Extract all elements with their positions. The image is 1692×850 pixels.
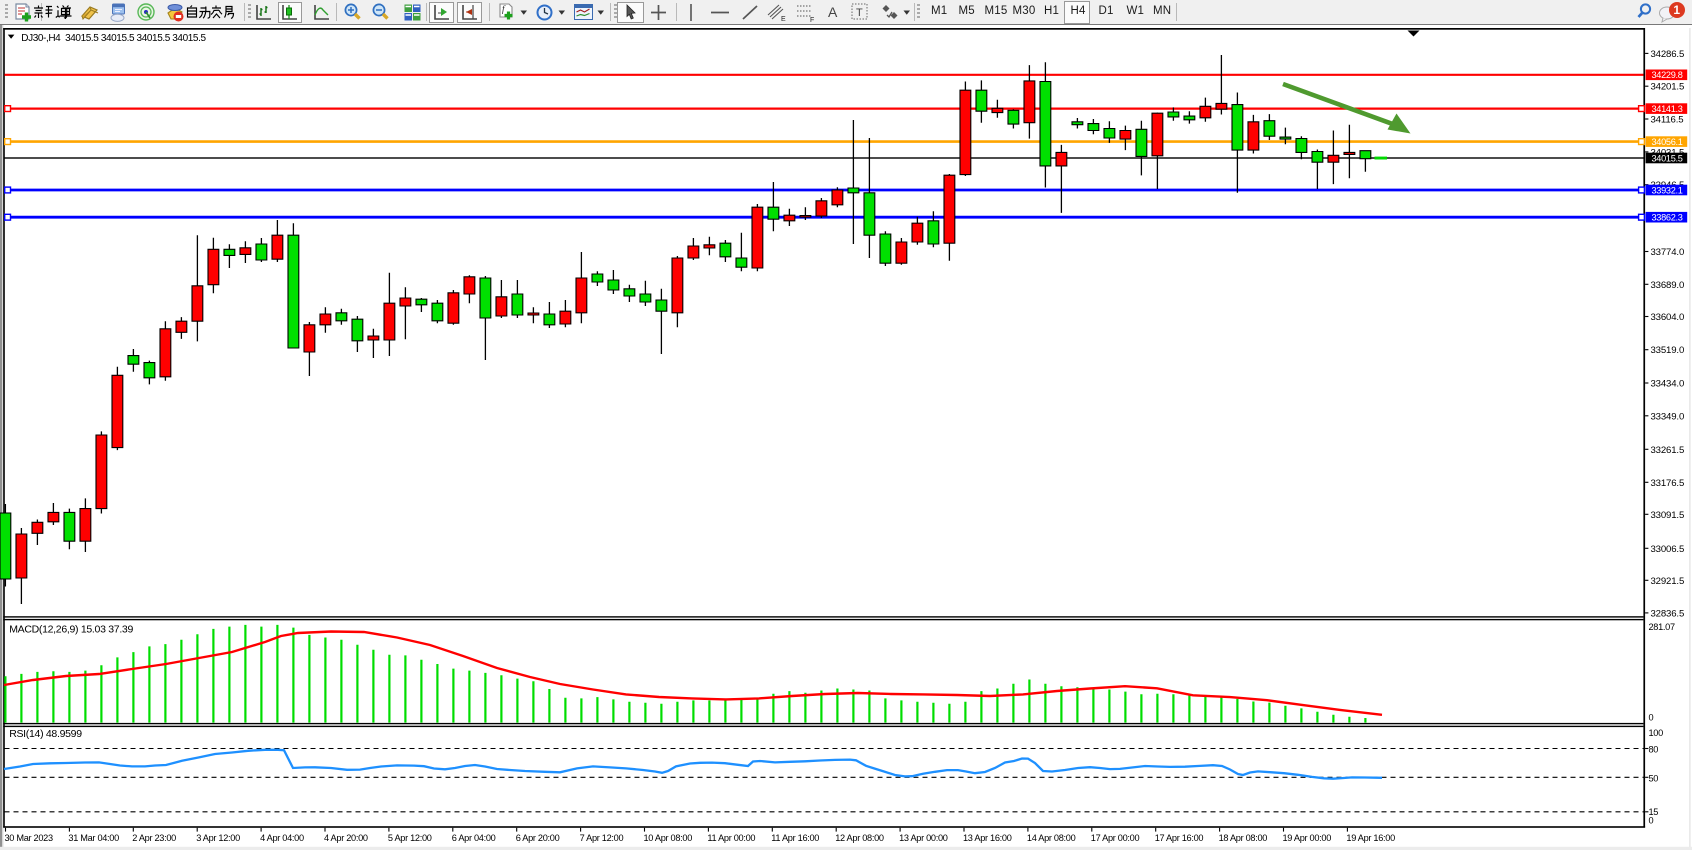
svg-text:100: 100 (1649, 728, 1664, 738)
svg-text:34141.3: 34141.3 (1652, 104, 1683, 114)
svg-text:RSI(14) 48.9599: RSI(14) 48.9599 (9, 728, 82, 740)
svg-text:34229.8: 34229.8 (1652, 70, 1683, 80)
svg-text:33862.3: 33862.3 (1652, 213, 1683, 223)
svg-text:32836.5: 32836.5 (1651, 608, 1685, 619)
svg-text:12 Apr 08:00: 12 Apr 08:00 (835, 833, 884, 843)
svg-text:33176.5: 33176.5 (1651, 478, 1685, 489)
svg-text:30 Mar 2023: 30 Mar 2023 (5, 833, 53, 843)
svg-text:4 Apr 20:00: 4 Apr 20:00 (324, 833, 368, 843)
svg-text:7 Apr 12:00: 7 Apr 12:00 (580, 833, 624, 843)
svg-text:34201.5: 34201.5 (1651, 82, 1685, 93)
svg-text:17 Apr 16:00: 17 Apr 16:00 (1155, 833, 1204, 843)
svg-text:50: 50 (1649, 773, 1659, 783)
svg-text:33434.0: 33434.0 (1651, 379, 1685, 390)
svg-text:DJ30-,H4 34015.5 34015.5 3401: DJ30-,H4 34015.5 34015.5 34015.5 34015.5 (21, 33, 206, 44)
svg-text:19 Apr 00:00: 19 Apr 00:00 (1283, 833, 1332, 843)
svg-text:E: E (781, 16, 786, 23)
svg-text:32921.5: 32921.5 (1651, 576, 1685, 587)
svg-text:15: 15 (1649, 807, 1659, 817)
svg-text:281.07: 281.07 (1649, 622, 1675, 632)
svg-text:2 Apr 23:00: 2 Apr 23:00 (132, 833, 176, 843)
svg-text:6 Apr 20:00: 6 Apr 20:00 (516, 833, 560, 843)
svg-text:33604.0: 33604.0 (1651, 312, 1685, 323)
svg-text:33774.0: 33774.0 (1651, 247, 1685, 258)
svg-text:33091.5: 33091.5 (1651, 510, 1685, 521)
svg-text:80: 80 (1649, 744, 1659, 754)
svg-text:17 Apr 00:00: 17 Apr 00:00 (1091, 833, 1140, 843)
svg-text:4 Apr 04:00: 4 Apr 04:00 (260, 833, 304, 843)
svg-text:33006.5: 33006.5 (1651, 544, 1685, 555)
svg-text:F: F (810, 17, 814, 23)
svg-text:MACD(12,26,9) 15.03 37.39: MACD(12,26,9) 15.03 37.39 (9, 623, 133, 635)
svg-text:33932.1: 33932.1 (1652, 185, 1683, 195)
svg-text:31 Mar 04:00: 31 Mar 04:00 (68, 833, 119, 843)
svg-text:33689.0: 33689.0 (1651, 280, 1685, 291)
svg-text:14 Apr 08:00: 14 Apr 08:00 (1027, 833, 1076, 843)
svg-text:f: f (502, 4, 506, 14)
svg-text:34286.5: 34286.5 (1651, 49, 1685, 60)
svg-text:19 Apr 16:00: 19 Apr 16:00 (1346, 833, 1395, 843)
svg-text:0: 0 (1649, 712, 1654, 722)
svg-text:13 Apr 16:00: 13 Apr 16:00 (963, 833, 1012, 843)
svg-text:18 Apr 08:00: 18 Apr 08:00 (1219, 833, 1268, 843)
svg-text:33519.0: 33519.0 (1651, 345, 1685, 356)
svg-text:0: 0 (1649, 815, 1654, 825)
svg-text:11 Apr 16:00: 11 Apr 16:00 (771, 833, 819, 843)
svg-text:13 Apr 00:00: 13 Apr 00:00 (899, 833, 948, 843)
svg-text:10 Apr 08:00: 10 Apr 08:00 (644, 833, 693, 843)
svg-text:33349.0: 33349.0 (1651, 411, 1685, 422)
svg-text:34056.1: 34056.1 (1652, 137, 1683, 147)
svg-text:34116.5: 34116.5 (1651, 115, 1684, 126)
svg-text:3 Apr 12:00: 3 Apr 12:00 (196, 833, 240, 843)
svg-text:34015.5: 34015.5 (1652, 153, 1683, 163)
svg-text:11 Apr 00:00: 11 Apr 00:00 (707, 833, 755, 843)
svg-text:6 Apr 04:00: 6 Apr 04:00 (452, 833, 496, 843)
svg-text:33261.5: 33261.5 (1651, 445, 1685, 456)
svg-text:T: T (856, 7, 863, 19)
svg-text:5 Apr 12:00: 5 Apr 12:00 (388, 833, 432, 843)
